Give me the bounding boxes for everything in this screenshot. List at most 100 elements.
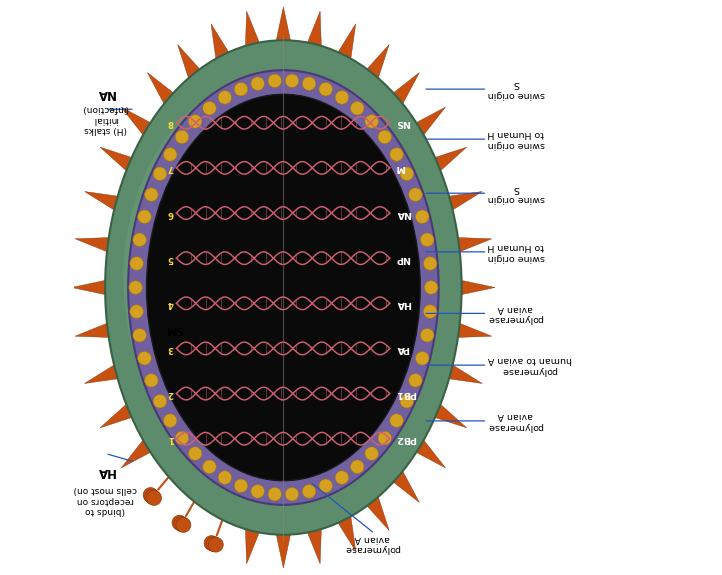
Circle shape <box>143 488 158 503</box>
Text: SM: SM <box>165 324 183 334</box>
Polygon shape <box>453 237 492 254</box>
Polygon shape <box>275 7 292 45</box>
Circle shape <box>378 130 391 144</box>
Circle shape <box>176 518 191 532</box>
Circle shape <box>218 471 232 484</box>
Ellipse shape <box>147 94 420 481</box>
Circle shape <box>188 447 202 461</box>
Circle shape <box>420 328 434 342</box>
Text: 2: 2 <box>168 389 174 398</box>
Text: 3: 3 <box>168 344 174 353</box>
Text: (binds to
receptors on
cells most on): (binds to receptors on cells most on) <box>74 485 137 515</box>
Text: HA: HA <box>396 299 411 308</box>
Text: swine origin
S: swine origin S <box>487 183 545 203</box>
Circle shape <box>144 188 158 201</box>
Polygon shape <box>71 279 110 296</box>
Polygon shape <box>335 24 356 62</box>
Polygon shape <box>363 493 389 531</box>
Circle shape <box>188 114 202 128</box>
Circle shape <box>335 471 349 484</box>
Circle shape <box>378 431 391 445</box>
Circle shape <box>400 394 414 408</box>
Text: NA: NA <box>95 87 115 99</box>
Polygon shape <box>100 402 137 428</box>
Text: polymerase
avian A: polymerase avian A <box>487 304 544 323</box>
Circle shape <box>420 233 434 247</box>
Circle shape <box>209 537 223 552</box>
Polygon shape <box>147 72 178 107</box>
Polygon shape <box>178 44 204 82</box>
Polygon shape <box>121 438 155 468</box>
Circle shape <box>251 485 264 498</box>
Circle shape <box>206 536 221 551</box>
Circle shape <box>144 374 158 387</box>
Circle shape <box>218 91 232 104</box>
Polygon shape <box>363 44 389 82</box>
Text: (H) stalks
initial
(infection): (H) stalks initial (infection) <box>82 104 129 134</box>
Polygon shape <box>457 279 495 296</box>
Circle shape <box>234 82 248 96</box>
Circle shape <box>350 101 364 115</box>
Polygon shape <box>121 107 155 137</box>
Circle shape <box>138 210 152 224</box>
Circle shape <box>144 489 160 504</box>
Circle shape <box>285 488 299 501</box>
Text: M: M <box>396 163 405 172</box>
Circle shape <box>133 328 147 342</box>
Text: polymerase
human to avian A: polymerase human to avian A <box>487 355 572 375</box>
Circle shape <box>268 488 282 501</box>
Text: swine origin
to Human H: swine origin to Human H <box>487 242 545 262</box>
Text: PB1: PB1 <box>396 389 417 398</box>
Circle shape <box>423 305 437 319</box>
Text: NA: NA <box>396 209 411 217</box>
Circle shape <box>163 414 177 427</box>
Circle shape <box>172 515 187 530</box>
Polygon shape <box>335 513 356 551</box>
Polygon shape <box>245 11 261 50</box>
Circle shape <box>203 101 217 115</box>
Polygon shape <box>211 24 232 62</box>
Circle shape <box>365 447 378 461</box>
Text: swine origin
to Human H: swine origin to Human H <box>487 129 545 149</box>
Polygon shape <box>100 147 137 173</box>
Text: polymerase
avian A: polymerase avian A <box>344 534 401 553</box>
Circle shape <box>174 516 188 531</box>
Circle shape <box>423 256 437 270</box>
Text: 7: 7 <box>168 163 174 172</box>
Text: NS: NS <box>396 118 410 127</box>
Text: 1: 1 <box>168 434 174 443</box>
Text: NP: NP <box>396 254 411 263</box>
Text: 6: 6 <box>168 209 174 217</box>
Polygon shape <box>75 237 114 254</box>
Circle shape <box>390 414 404 427</box>
Polygon shape <box>305 525 321 564</box>
Text: 5: 5 <box>168 254 173 263</box>
Circle shape <box>147 490 162 505</box>
Circle shape <box>130 256 144 270</box>
Polygon shape <box>305 11 321 50</box>
Polygon shape <box>389 72 419 107</box>
Polygon shape <box>412 438 445 468</box>
Ellipse shape <box>128 70 439 505</box>
Circle shape <box>133 233 147 247</box>
Polygon shape <box>84 191 123 212</box>
Circle shape <box>350 460 364 474</box>
Polygon shape <box>389 468 419 503</box>
Circle shape <box>175 130 188 144</box>
Text: HA: HA <box>95 465 115 478</box>
Circle shape <box>319 82 333 96</box>
Circle shape <box>251 77 264 90</box>
Circle shape <box>409 374 422 387</box>
Ellipse shape <box>123 76 426 482</box>
Polygon shape <box>444 191 482 212</box>
Polygon shape <box>430 402 466 428</box>
Circle shape <box>365 114 378 128</box>
Circle shape <box>409 188 422 201</box>
Circle shape <box>268 74 282 87</box>
Circle shape <box>130 305 144 319</box>
Text: PA: PA <box>396 344 409 353</box>
Polygon shape <box>444 363 482 384</box>
Circle shape <box>153 394 167 408</box>
Polygon shape <box>75 321 114 338</box>
Ellipse shape <box>105 40 461 535</box>
